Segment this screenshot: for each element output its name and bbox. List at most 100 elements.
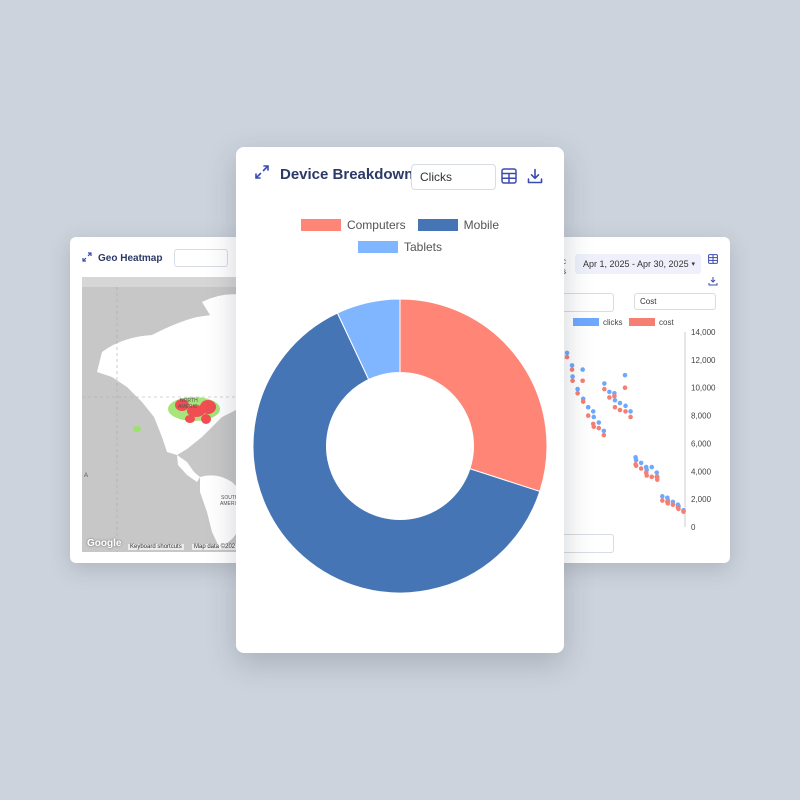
donut-slice-mobile[interactable] — [252, 312, 541, 594]
scatter-point-clicks[interactable] — [596, 420, 602, 425]
table-icon[interactable] — [501, 168, 517, 189]
scatter-point-clicks[interactable] — [591, 414, 597, 420]
scatter-point-clicks[interactable] — [590, 409, 596, 414]
scatter-point-cost[interactable] — [670, 502, 676, 508]
scatter-y-tick: 2,000 — [691, 495, 712, 504]
scatter-point-cost[interactable] — [607, 395, 612, 400]
legend-swatch — [357, 241, 398, 253]
metric-select-bottom[interactable] — [558, 534, 614, 553]
scatter-point-cost[interactable] — [575, 390, 580, 396]
scatter-point-clicks[interactable] — [649, 464, 655, 470]
metric-select-cost[interactable]: Cost — [634, 293, 716, 310]
scatter-point-cost[interactable] — [612, 404, 618, 410]
scatter-point-clicks[interactable] — [623, 403, 628, 409]
scatter-point-clicks[interactable] — [585, 404, 591, 410]
scatter-point-cost[interactable] — [638, 466, 644, 471]
scatter-legend-label: clicks — [603, 318, 623, 327]
legend-label: Computers — [346, 218, 406, 232]
download-icon[interactable] — [708, 273, 718, 291]
scatter-point-clicks[interactable] — [575, 386, 580, 392]
scatter-point-cost[interactable] — [585, 413, 591, 418]
device-breakdown-header: Device Breakdown — [254, 164, 413, 185]
scatter-chart: clicks cost 14,000 12,000 10,000 8,000 6,000 4… — [559, 318, 716, 530]
scatter-point-clicks[interactable] — [628, 409, 633, 414]
scatter-point-cost[interactable] — [602, 386, 607, 392]
donut-slice-computers[interactable] — [399, 298, 548, 493]
donut-legend-row-1: Computers Mobile — [236, 218, 564, 232]
scatter-point-clicks[interactable] — [580, 367, 585, 372]
scatter-point-cost[interactable] — [570, 378, 575, 384]
geo-map[interactable]: NORTH AMERIC SOUTH AMERI A Google Keyboa… — [82, 277, 242, 552]
scatter-point-cost[interactable] — [591, 424, 597, 430]
scatter-point-clicks[interactable] — [602, 381, 607, 386]
scatter-point-clicks[interactable] — [607, 389, 612, 395]
scatter-points — [559, 350, 686, 514]
scatter-point-cost[interactable] — [612, 393, 617, 399]
scatter-y-tick: 0 — [691, 523, 696, 530]
scatter-point-clicks[interactable] — [638, 460, 644, 466]
legend-swatch — [417, 219, 458, 231]
scatter-point-cost[interactable] — [633, 463, 639, 469]
keyboard-shortcuts-link[interactable]: Keyboard shortcuts — [128, 544, 184, 550]
legend-item-tablets[interactable]: Tablets — [357, 240, 443, 254]
scatter-y-tick: 4,000 — [691, 467, 712, 476]
scatter-y-tick: 6,000 — [691, 439, 712, 448]
legend-label: Tablets — [403, 240, 443, 254]
scatter-point-cost[interactable] — [628, 414, 633, 420]
scatter-point-cost[interactable] — [665, 501, 671, 506]
scatter-point-clicks[interactable] — [601, 428, 607, 434]
north-america-shape — [97, 312, 242, 455]
scatter-point-clicks[interactable] — [569, 363, 575, 368]
scatter-point-cost[interactable] — [601, 432, 607, 438]
scatter-point-clicks[interactable] — [633, 457, 639, 463]
geo-metric-select[interactable] — [174, 249, 229, 267]
metric-select[interactable]: Clicks — [411, 164, 496, 190]
scatter-point-cost[interactable] — [649, 474, 655, 480]
scatter-legend-swatch — [573, 318, 599, 326]
scatter-y-tick: 10,000 — [691, 384, 716, 393]
scatter-y-tick: 14,000 — [691, 328, 716, 337]
scatter-legend-label: cost — [659, 318, 674, 327]
scatter-y-axis: 14,000 12,000 10,000 8,000 6,000 4,000 2,000 0 — [684, 328, 716, 530]
scatter-point-clicks[interactable] — [654, 470, 660, 475]
scatter-point-cost[interactable] — [622, 385, 628, 391]
scatter-point-cost[interactable] — [644, 473, 650, 478]
scatter-point-clicks[interactable] — [612, 397, 618, 403]
map-canvas: NORTH AMERIC SOUTH AMERI A — [82, 277, 242, 552]
scatter-point-clicks[interactable] — [570, 374, 575, 379]
date-range-select[interactable]: Apr 1, 2025 - Apr 30, 2025 ▾ — [575, 254, 701, 274]
scatter-point-cost[interactable] — [596, 425, 602, 431]
scatter-point-clicks[interactable] — [617, 400, 623, 406]
scatter-point-cost[interactable] — [660, 498, 665, 503]
geo-heatmap-title: Geo Heatmap — [98, 252, 163, 264]
donut-slice-tablets[interactable] — [336, 298, 401, 381]
scatter-point-cost[interactable] — [623, 409, 628, 414]
scatter-point-clicks[interactable] — [660, 494, 665, 499]
expand-icon[interactable] — [254, 164, 270, 185]
scatter-point-cost[interactable] — [569, 367, 575, 372]
metric-select-left[interactable] — [558, 293, 614, 312]
scatter-legend-swatch — [629, 318, 655, 326]
legend-item-mobile[interactable]: Mobile — [417, 218, 499, 232]
expand-icon[interactable] — [82, 249, 92, 267]
table-icon[interactable] — [708, 251, 718, 269]
scatter-point-clicks[interactable] — [622, 372, 628, 378]
map-label-south-2: AMERI — [220, 501, 236, 507]
geo-heatmap-header: Geo Heatmap — [82, 249, 229, 267]
scatter-point-cost[interactable] — [580, 378, 585, 384]
scatter-point-cost[interactable] — [676, 506, 681, 512]
download-icon[interactable] — [527, 168, 543, 189]
scatter-point-cost[interactable] — [564, 354, 570, 360]
scatter-point-clicks[interactable] — [564, 350, 570, 356]
scatter-point-cost[interactable] — [617, 407, 623, 413]
scatter-point-cost[interactable] — [681, 509, 686, 514]
map-label-south: SOUTH — [221, 495, 239, 501]
map-label-a: A — [84, 473, 88, 479]
legend-swatch — [300, 219, 341, 231]
heat-layer — [133, 397, 220, 432]
scatter-point-cost[interactable] — [654, 477, 660, 482]
chevron-down-icon: ▾ — [691, 261, 695, 268]
scatter-point-cost[interactable] — [580, 399, 586, 404]
legend-item-computers[interactable]: Computers — [300, 218, 406, 232]
